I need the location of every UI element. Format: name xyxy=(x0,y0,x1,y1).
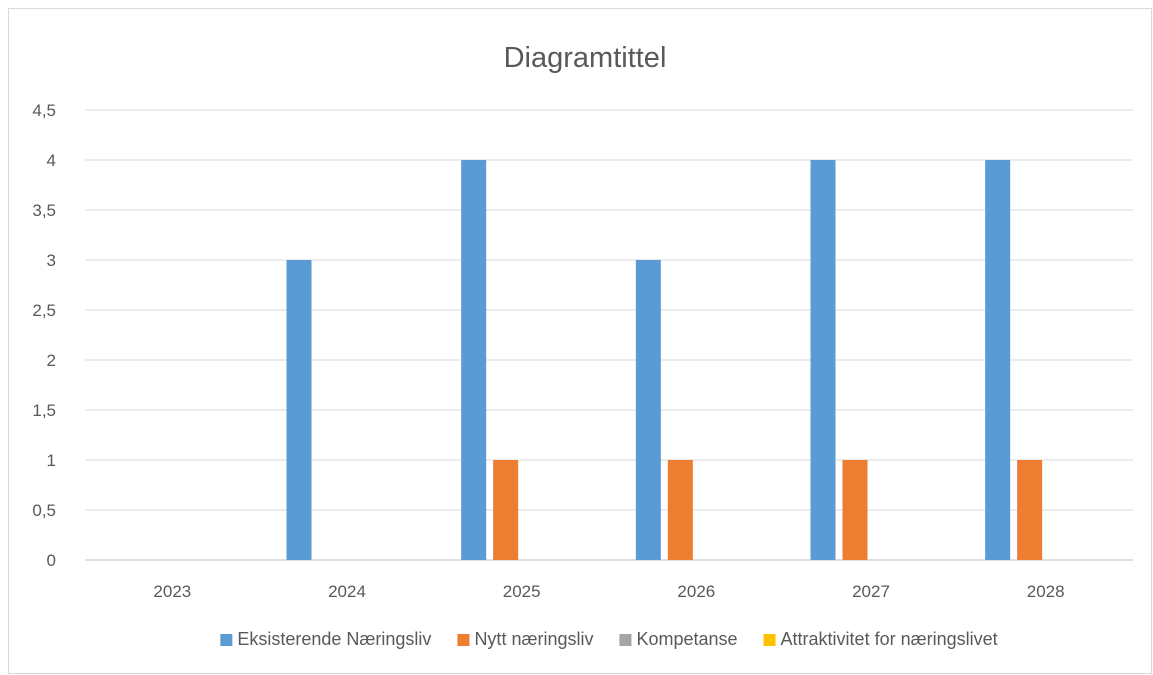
legend-label: Attraktivitet for næringslivet xyxy=(781,629,998,649)
y-tick-label: 3,5 xyxy=(32,201,56,220)
legend-label: Kompetanse xyxy=(636,629,737,649)
x-tick-label: 2024 xyxy=(328,582,366,601)
chart-frame xyxy=(8,8,1152,674)
x-tick-label: 2023 xyxy=(153,582,191,601)
y-tick-label: 4 xyxy=(47,151,56,170)
x-tick-label: 2028 xyxy=(1027,582,1065,601)
bar xyxy=(667,460,693,560)
legend-label: Nytt næringsliv xyxy=(474,629,593,649)
bars xyxy=(286,160,1043,560)
y-tick-label: 0 xyxy=(47,551,56,570)
bar xyxy=(461,160,487,560)
bar xyxy=(810,160,836,560)
legend-label: Eksisterende Næringsliv xyxy=(237,629,431,649)
y-tick-label: 2,5 xyxy=(32,301,56,320)
y-tick-label: 3 xyxy=(47,251,56,270)
x-tick-label: 2025 xyxy=(503,582,541,601)
legend-swatch xyxy=(619,634,632,646)
legend-swatch xyxy=(220,634,233,646)
y-tick-label: 1,5 xyxy=(32,401,56,420)
legend: Eksisterende Næringsliv Nytt næringsliv Ko… xyxy=(220,629,998,649)
y-tick-label: 0,5 xyxy=(32,501,56,520)
legend-swatch xyxy=(763,634,776,646)
x-axis-ticks: 2023 2024 2025 2026 2027 2028 xyxy=(153,582,1064,601)
bar xyxy=(842,460,868,560)
chart-title: Diagramtittel xyxy=(504,42,667,74)
y-tick-label: 1 xyxy=(47,451,56,470)
gridlines xyxy=(85,109,1133,561)
x-tick-label: 2026 xyxy=(677,582,715,601)
bar xyxy=(635,260,661,560)
y-axis-ticks: 0 0,5 1 1,5 2 2,5 3 3,5 4 4,5 xyxy=(32,101,56,570)
bar xyxy=(985,160,1011,560)
bar xyxy=(493,460,519,560)
legend-swatch xyxy=(457,634,470,646)
x-tick-label: 2027 xyxy=(852,582,890,601)
bar xyxy=(1017,460,1043,560)
bar xyxy=(286,260,312,560)
y-tick-label: 4,5 xyxy=(32,101,56,120)
y-tick-label: 2 xyxy=(47,351,56,370)
